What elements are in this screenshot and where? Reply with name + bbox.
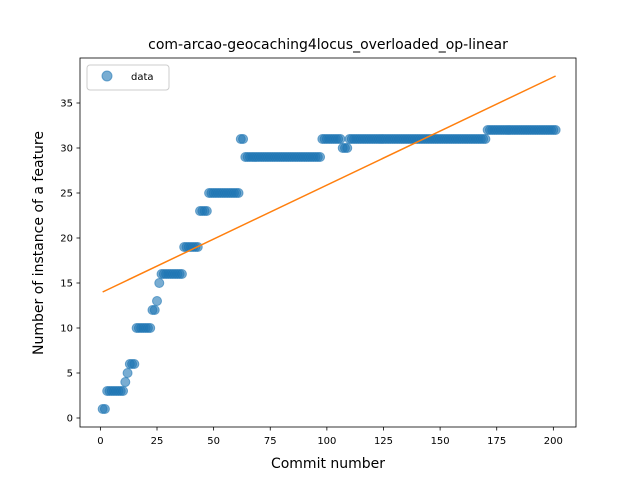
fit-line xyxy=(102,75,556,293)
data-point xyxy=(99,404,110,414)
data-point xyxy=(152,296,162,306)
data-point xyxy=(129,359,140,369)
data-point xyxy=(201,206,212,216)
legend-marker-data xyxy=(101,70,113,82)
y-tick-label: 15 xyxy=(60,279,73,290)
data-point xyxy=(149,305,160,315)
x-tick-label: 50 xyxy=(207,436,220,447)
data-point xyxy=(335,134,346,144)
legend-box xyxy=(86,64,170,91)
x-tick-label: 75 xyxy=(264,436,277,447)
x-tick-label: 175 xyxy=(487,436,506,447)
data-point xyxy=(176,269,187,279)
data-point xyxy=(145,323,156,333)
data-point xyxy=(233,188,244,198)
x-tick-label: 200 xyxy=(544,436,563,447)
data-point xyxy=(480,134,491,144)
y-tick-label: 10 xyxy=(60,324,73,335)
chart-title: com-arcao-geocaching4locus_overloaded_op… xyxy=(148,37,508,53)
data-point xyxy=(118,386,129,396)
data-point xyxy=(315,152,326,162)
x-tick-label: 125 xyxy=(374,436,393,447)
axes: 0 25 50 75 100 125 150 175 200 0 5 10 15 20 25 30 35 xyxy=(60,57,577,447)
data-point xyxy=(122,368,133,378)
x-tick-label: 0 xyxy=(97,436,103,447)
y-tick-label: 0 xyxy=(67,414,73,425)
y-tick-label: 5 xyxy=(67,369,73,380)
x-tick-label: 150 xyxy=(431,436,450,447)
legend-label-data: data xyxy=(131,72,154,83)
x-tick-label: 100 xyxy=(317,436,336,447)
y-tick-label: 35 xyxy=(60,99,73,110)
data-point xyxy=(238,134,249,144)
plot-area xyxy=(97,75,561,414)
x-tick-label: 25 xyxy=(151,436,164,447)
y-tick-label: 20 xyxy=(60,234,73,245)
axes-frame xyxy=(79,57,577,428)
y-axis-title: Number of instance of a feature xyxy=(31,131,47,355)
data-point xyxy=(120,377,131,387)
data-point xyxy=(154,278,165,288)
data-point xyxy=(550,125,561,135)
y-tick-label: 25 xyxy=(60,189,73,200)
data-point xyxy=(342,143,353,153)
y-tick-label: 30 xyxy=(60,144,73,155)
legend: data xyxy=(86,64,170,91)
x-axis-title: Commit number xyxy=(271,456,385,472)
